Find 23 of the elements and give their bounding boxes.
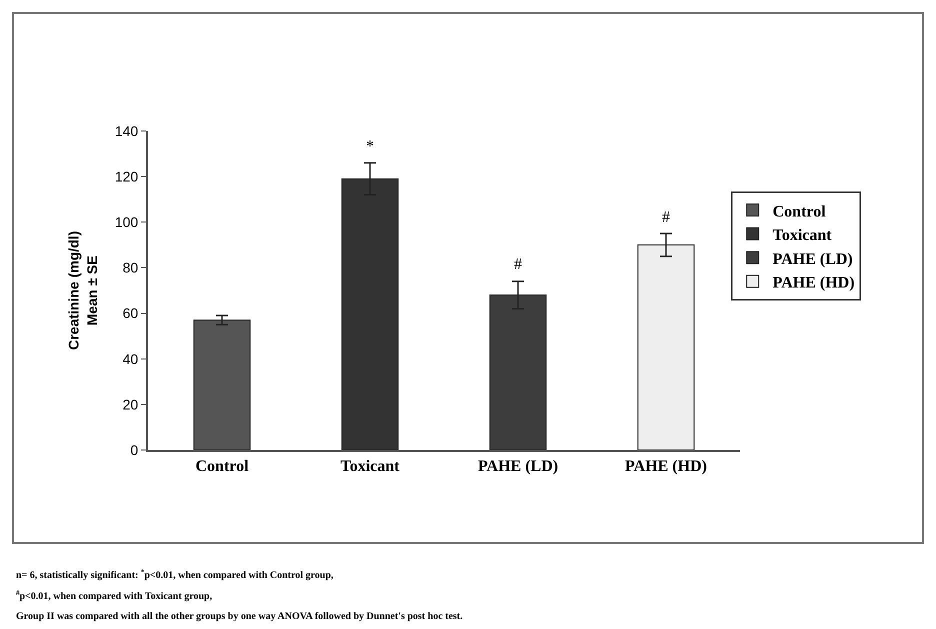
x-tick-label: PAHE (LD) [478,458,558,476]
text: n= 6, statistically significant: $^{*}$p<0.01, when compared with Control group, [16,568,334,582]
y-tick-label: 20 [122,396,138,412]
x-tick-label: PAHE (HD) [625,458,707,476]
legend-label: PAHE (HD) [772,274,855,292]
x-tick-label: Control [195,458,250,476]
annotation: * [366,138,374,155]
legend-label: Control [772,203,826,220]
annotation: # [662,209,670,226]
y-tick-label: 0 [130,442,138,458]
y-tick-label: 40 [122,350,138,367]
y-tick-label: 80 [122,260,138,276]
annotation: # [514,256,522,273]
legend-label: PAHE (LD) [772,250,853,268]
x-tick-label: Toxicant [340,458,400,476]
y-axis-title: Creatinine (mg/dl) Mean ± SE [66,230,100,350]
y-tick-label: 120 [114,168,138,184]
text: Group II was compared with all the other groups by one way ANOVA followed by Dunnet's post hoc test. [16,611,464,622]
text: $^{#}$p<0.01, when compared with Toxicant group, [16,589,213,602]
y-tick-label: 100 [114,214,138,230]
legend-label: Toxicant [772,227,832,244]
y-tick-label: 140 [114,122,138,139]
y-tick-label: 60 [122,305,138,322]
